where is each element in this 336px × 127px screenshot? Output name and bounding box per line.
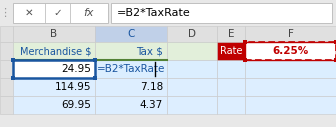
Text: 4.37: 4.37 bbox=[140, 100, 163, 110]
Bar bbox=[217, 60, 245, 78]
Bar bbox=[95, 26, 167, 42]
Bar bbox=[0, 96, 13, 114]
Bar bbox=[13, 78, 95, 96]
Bar bbox=[0, 78, 13, 96]
Bar bbox=[217, 42, 245, 60]
Text: 7.18: 7.18 bbox=[140, 82, 163, 92]
Bar bbox=[217, 96, 245, 114]
Text: 69.95: 69.95 bbox=[61, 100, 91, 110]
Bar bbox=[167, 26, 217, 42]
Bar bbox=[217, 42, 245, 60]
Bar bbox=[334, 58, 336, 62]
Text: 24.95: 24.95 bbox=[61, 64, 91, 74]
Bar bbox=[13, 3, 108, 23]
Bar bbox=[217, 26, 245, 42]
Text: ✕: ✕ bbox=[25, 8, 33, 18]
Bar bbox=[11, 76, 15, 80]
Bar bbox=[93, 58, 97, 62]
Bar bbox=[167, 78, 217, 96]
Bar bbox=[334, 40, 336, 44]
Bar bbox=[13, 96, 95, 114]
Bar bbox=[245, 78, 336, 96]
Bar bbox=[245, 26, 336, 42]
Bar bbox=[95, 42, 167, 60]
Bar bbox=[245, 42, 336, 60]
Text: fx: fx bbox=[84, 8, 94, 18]
Bar bbox=[0, 42, 13, 60]
Bar bbox=[93, 76, 97, 80]
Text: =B2*TaxRate: =B2*TaxRate bbox=[97, 64, 165, 74]
Bar bbox=[243, 58, 247, 62]
Bar bbox=[95, 60, 167, 78]
Bar bbox=[167, 60, 217, 78]
Bar bbox=[245, 42, 336, 60]
Bar bbox=[0, 26, 13, 42]
Text: 114.95: 114.95 bbox=[54, 82, 91, 92]
Text: E: E bbox=[228, 29, 234, 39]
Bar bbox=[111, 3, 332, 23]
Bar bbox=[11, 58, 15, 62]
Bar bbox=[245, 96, 336, 114]
Text: 6.25%: 6.25% bbox=[272, 46, 309, 56]
Bar bbox=[167, 96, 217, 114]
Bar bbox=[13, 42, 95, 60]
Bar bbox=[0, 60, 13, 78]
Text: ✓: ✓ bbox=[54, 8, 62, 18]
Bar bbox=[13, 60, 95, 78]
Bar bbox=[95, 96, 167, 114]
Bar bbox=[217, 78, 245, 96]
Bar bbox=[243, 40, 247, 44]
Text: Merchandise $: Merchandise $ bbox=[19, 46, 91, 56]
Bar bbox=[13, 26, 95, 42]
Text: B: B bbox=[50, 29, 57, 39]
Text: D: D bbox=[188, 29, 196, 39]
Bar bbox=[95, 78, 167, 96]
Text: Rate: Rate bbox=[220, 46, 242, 56]
Bar bbox=[245, 42, 336, 60]
Text: ⋮: ⋮ bbox=[0, 8, 10, 18]
Text: =B2*TaxRate: =B2*TaxRate bbox=[117, 8, 191, 18]
Bar bbox=[13, 60, 95, 78]
Bar bbox=[245, 60, 336, 78]
Text: F: F bbox=[288, 29, 293, 39]
Bar bbox=[0, 0, 336, 26]
Text: Tax $: Tax $ bbox=[136, 46, 163, 56]
Text: C: C bbox=[127, 29, 135, 39]
Bar bbox=[167, 42, 217, 60]
